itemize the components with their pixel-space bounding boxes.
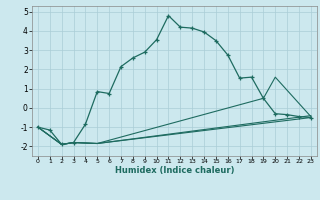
X-axis label: Humidex (Indice chaleur): Humidex (Indice chaleur): [115, 166, 234, 175]
